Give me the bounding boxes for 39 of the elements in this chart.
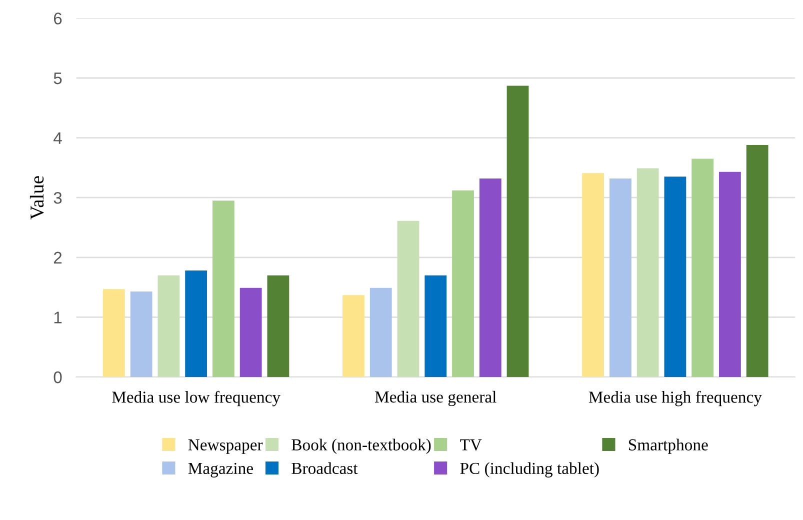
bar <box>692 158 714 377</box>
bar <box>158 275 180 377</box>
x-tick-label: Media use high frequency <box>588 390 762 406</box>
legend-label: TV <box>460 439 482 451</box>
x-tick-label: Media use general <box>375 390 496 406</box>
bar <box>370 288 392 377</box>
legend-label: Newspaper <box>188 439 263 454</box>
x-tick-label: Media use low frequency <box>112 390 280 406</box>
bar <box>130 291 152 377</box>
bar <box>267 275 290 377</box>
bar <box>102 289 125 377</box>
bar <box>452 190 474 377</box>
bar <box>664 176 686 377</box>
bar <box>746 144 768 377</box>
bar <box>718 172 741 377</box>
bar <box>185 270 208 377</box>
legend-label: Magazine <box>188 462 253 478</box>
bar <box>240 288 262 377</box>
legend-label: PC (including tablet) <box>460 462 599 478</box>
bar <box>506 86 529 377</box>
bar <box>636 168 659 377</box>
bar <box>479 178 502 377</box>
y-tick-label: 6 <box>54 12 62 24</box>
y-tick-label: 1 <box>54 312 62 324</box>
legend-label: Smartphone <box>628 438 708 454</box>
y-axis-title: Value <box>30 176 44 220</box>
y-tick-label: 4 <box>54 132 62 144</box>
bar <box>397 220 420 377</box>
bar <box>212 200 234 377</box>
legend-label: Book (non-textbook) <box>292 438 431 454</box>
y-tick-label: 2 <box>54 252 62 264</box>
y-tick-label: 0 <box>54 371 62 384</box>
y-tick-label: 3 <box>54 192 62 204</box>
legend-label: Broadcast <box>292 462 358 474</box>
bar <box>582 173 604 377</box>
bar <box>609 178 632 377</box>
bar <box>342 295 364 377</box>
bar <box>424 275 447 377</box>
y-tick-label: 5 <box>54 72 62 84</box>
